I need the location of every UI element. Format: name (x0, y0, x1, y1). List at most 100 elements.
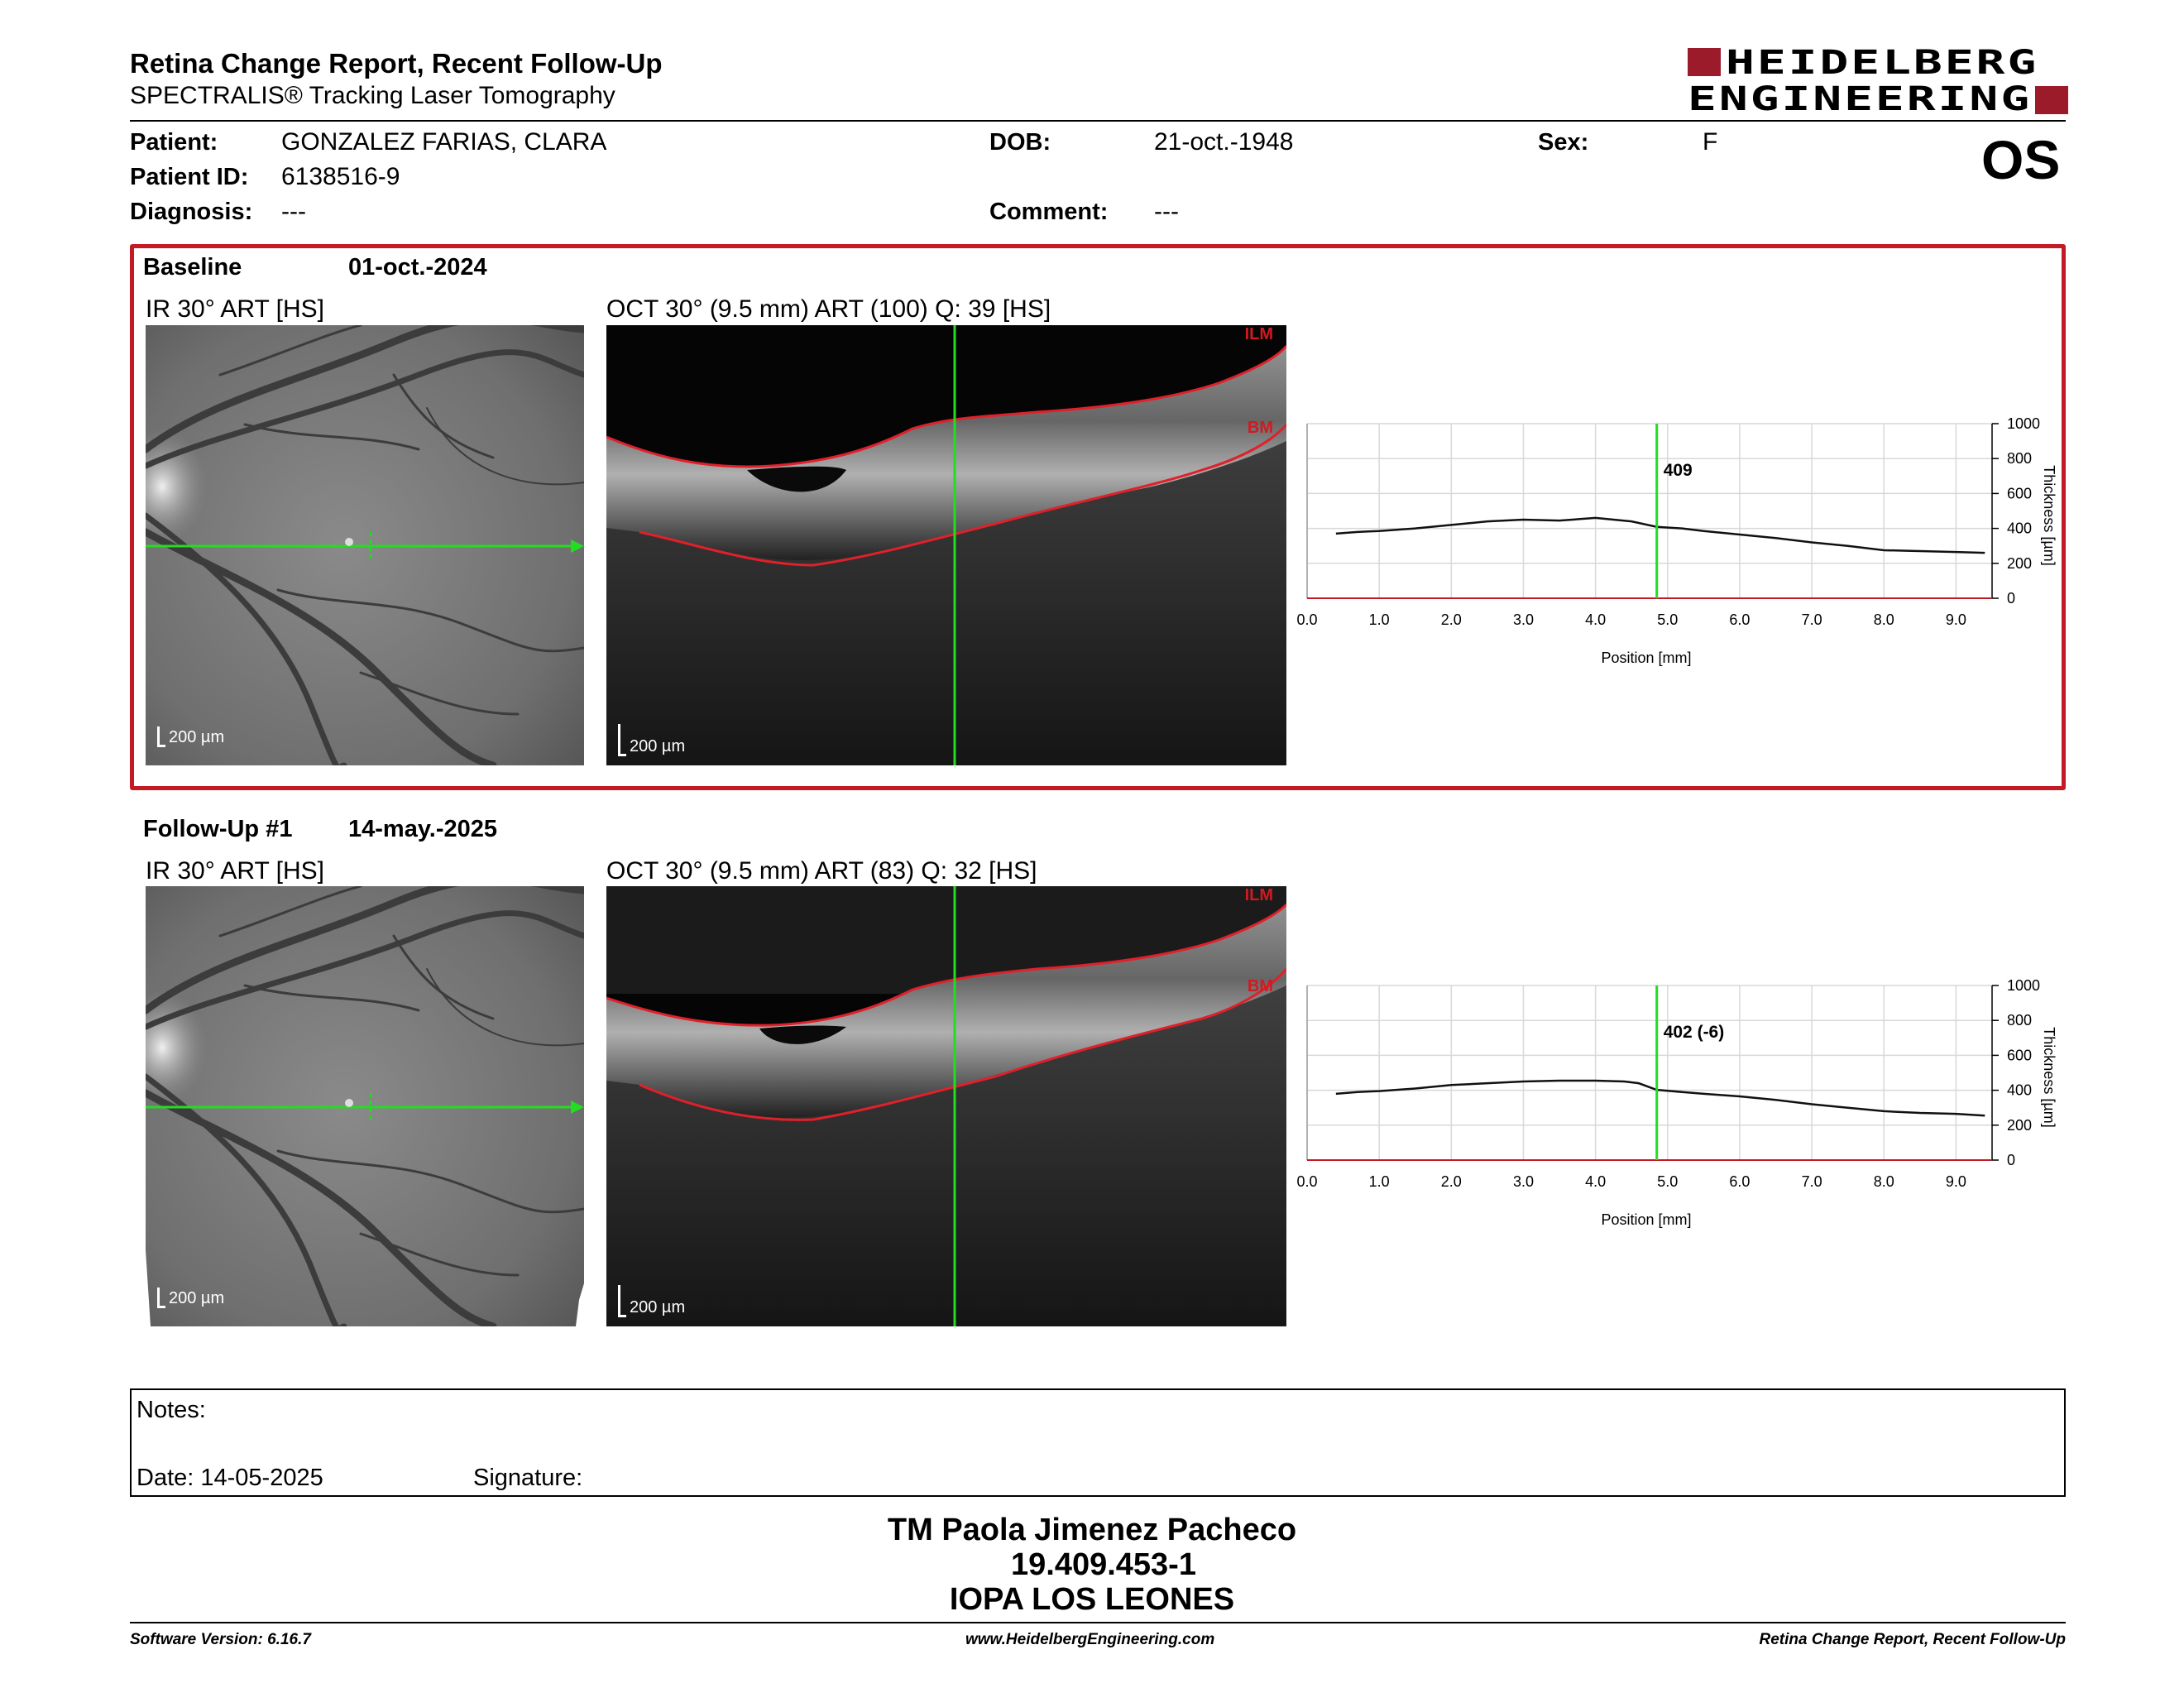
baseline-oct-bscan-image[interactable]: ILM BM 200 µm (606, 325, 1286, 765)
followup-label: Follow-Up #1 (143, 816, 293, 842)
followup-ir-fundus-image[interactable]: 200 µm (146, 886, 584, 1326)
baseline-oct-scale-bar: 200 µm (618, 724, 685, 756)
marker-value-label: 402 (-6) (1664, 1023, 1725, 1042)
x-tick-label: 8.0 (1874, 611, 1894, 628)
x-tick-label: 1.0 (1369, 611, 1390, 628)
notes-date: Date: 14-05-2025 (136, 1465, 323, 1491)
axes (1306, 423, 1993, 599)
report-subtitle: SPECTRALIS® Tracking Laser Tomography (130, 82, 615, 109)
followup-date: 14-may.-2025 (348, 816, 498, 842)
x-axis-label: Position [mm] (1601, 1211, 1691, 1228)
x-axis-label: Position [mm] (1601, 650, 1691, 666)
x-tick-label: 5.0 (1657, 1173, 1678, 1190)
patient-label: Patient: (130, 129, 218, 156)
x-tick-label: 7.0 (1802, 611, 1822, 628)
x-tick-label: 6.0 (1729, 611, 1750, 628)
heidelberg-logo: HEIDELBERG ENGINEERING (1688, 46, 2068, 116)
followup-oct-bscan-image[interactable]: ILM BM 200 µm (606, 886, 1286, 1326)
sex-value: F (1703, 128, 1718, 156)
y-tick-label: 1000 (2007, 415, 2040, 432)
y-tick-label: 0 (2007, 1152, 2015, 1168)
dob-label: DOB: (989, 129, 1051, 156)
grid (1307, 424, 1992, 598)
x-tick-label: 0.0 (1296, 1173, 1317, 1190)
baseline-ilm-label: ILM (1245, 325, 1273, 343)
y-tick-label: 600 (2007, 1047, 2032, 1063)
baseline-ir-label: IR 30° ART [HS] (146, 295, 324, 323)
baseline-thickness-chart: 0.0 1.0 2.0 3.0 4.0 5.0 6.0 7.0 8.0 9.0 0 200 400 600… (1296, 415, 2057, 666)
footer-software-version: Software Version: 6.16.7 (130, 1631, 311, 1648)
x-tick-label: 4.0 (1585, 611, 1606, 628)
y-tick-label: 200 (2007, 555, 2032, 572)
footer-report-name: Retina Change Report, Recent Follow-Up (1759, 1631, 2066, 1648)
signer-org: IOPA LOS LEONES (949, 1582, 1235, 1617)
x-tick-label: 9.0 (1946, 611, 1966, 628)
y-tick-label: 0 (2007, 590, 2015, 607)
eye-indicator: OS (1981, 129, 2061, 190)
notes-label: Notes: (136, 1397, 206, 1423)
x-tick-label: 6.0 (1729, 1173, 1750, 1190)
marker: 402 (-6) (1655, 985, 1725, 1160)
followup-ilm-label: ILM (1245, 886, 1273, 904)
comment-label: Comment: (989, 199, 1109, 225)
baseline-bm-label: BM (1248, 419, 1273, 437)
signature-label: Signature: (473, 1465, 583, 1491)
x-tick-label: 3.0 (1513, 1173, 1534, 1190)
patient-id: 6138516-9 (281, 163, 400, 190)
x-tick-label: 5.0 (1657, 611, 1678, 628)
y-tick-label: 1000 (2007, 977, 2040, 994)
diagnosis-label: Diagnosis: (130, 199, 253, 225)
x-tick-label: 4.0 (1585, 1173, 1606, 1190)
axes (1306, 985, 1993, 1161)
y-tick-label: 600 (2007, 485, 2032, 501)
signer-name: TM Paola Jimenez Pacheco (887, 1513, 1297, 1547)
y-tick-label: 400 (2007, 1082, 2032, 1099)
followup-bm-label: BM (1248, 977, 1273, 995)
baseline-highlight-box (130, 244, 2066, 790)
signer-id: 19.409.453-1 (1011, 1547, 1196, 1582)
x-tick-label: 3.0 (1513, 611, 1534, 628)
baseline-ir-scale-bar: 200 µm (157, 727, 224, 747)
followup-oct-scale-bar: 200 µm (618, 1285, 685, 1317)
ticks: 0.0 1.0 2.0 3.0 4.0 5.0 6.0 7.0 8.0 9.0 0 200 400 600… (1296, 977, 2040, 1190)
baseline-ir-fundus-image[interactable]: 200 µm (146, 325, 584, 765)
series (1335, 1079, 1985, 1117)
y-tick-label: 400 (2007, 520, 2032, 537)
thickness-series-line (1335, 1079, 1985, 1117)
patient-id-label: Patient ID: (130, 164, 249, 190)
followup-oct-label: OCT 30° (9.5 mm) ART (83) Q: 32 [HS] (606, 857, 1037, 885)
followup-ir-scale-bar: 200 µm (157, 1288, 224, 1308)
comment-value: --- (1154, 198, 1179, 225)
series (1335, 516, 1985, 554)
x-tick-label: 2.0 (1441, 611, 1462, 628)
y-tick-label: 200 (2007, 1117, 2032, 1134)
x-tick-label: 0.0 (1296, 611, 1317, 628)
y-tick-label: 800 (2007, 1012, 2032, 1029)
notes-box[interactable]: Notes: Date: 14-05-2025 Signature: (130, 1388, 2066, 1497)
followup-ir-label: IR 30° ART [HS] (146, 857, 324, 885)
ticks: 0.0 1.0 2.0 3.0 4.0 5.0 6.0 7.0 8.0 9.0 0 200 400 600… (1296, 415, 2040, 628)
baseline-date: 01-oct.-2024 (348, 254, 487, 281)
x-tick-label: 9.0 (1946, 1173, 1966, 1190)
baseline-label: Baseline (143, 254, 242, 281)
followup-thickness-chart: 0.0 1.0 2.0 3.0 4.0 5.0 6.0 7.0 8.0 9.0 0 200 400 600… (1296, 977, 2057, 1228)
dob-value: 21-oct.-1948 (1154, 128, 1294, 156)
x-tick-label: 7.0 (1802, 1173, 1822, 1190)
x-tick-label: 8.0 (1874, 1173, 1894, 1190)
diagnosis-value: --- (281, 198, 306, 225)
baseline-oct-label: OCT 30° (9.5 mm) ART (100) Q: 39 [HS] (606, 295, 1051, 323)
y-axis-label: Thickness [µm] (2041, 1027, 2057, 1127)
y-axis-label: Thickness [µm] (2041, 465, 2057, 565)
footer-website-link[interactable]: www.HeidelbergEngineering.com (965, 1631, 1215, 1648)
marker-value-label: 409 (1664, 461, 1693, 480)
report-title: Retina Change Report, Recent Follow-Up (130, 48, 663, 79)
y-tick-label: 800 (2007, 450, 2032, 467)
header-rule (130, 120, 2066, 122)
sex-label: Sex: (1538, 129, 1589, 156)
grid (1307, 985, 1992, 1160)
footer-rule (130, 1622, 2066, 1623)
marker: 409 (1655, 424, 1693, 598)
patient-name: GONZALEZ FARIAS, CLARA (281, 128, 607, 156)
thickness-series-line (1335, 516, 1985, 554)
x-tick-label: 1.0 (1369, 1173, 1390, 1190)
